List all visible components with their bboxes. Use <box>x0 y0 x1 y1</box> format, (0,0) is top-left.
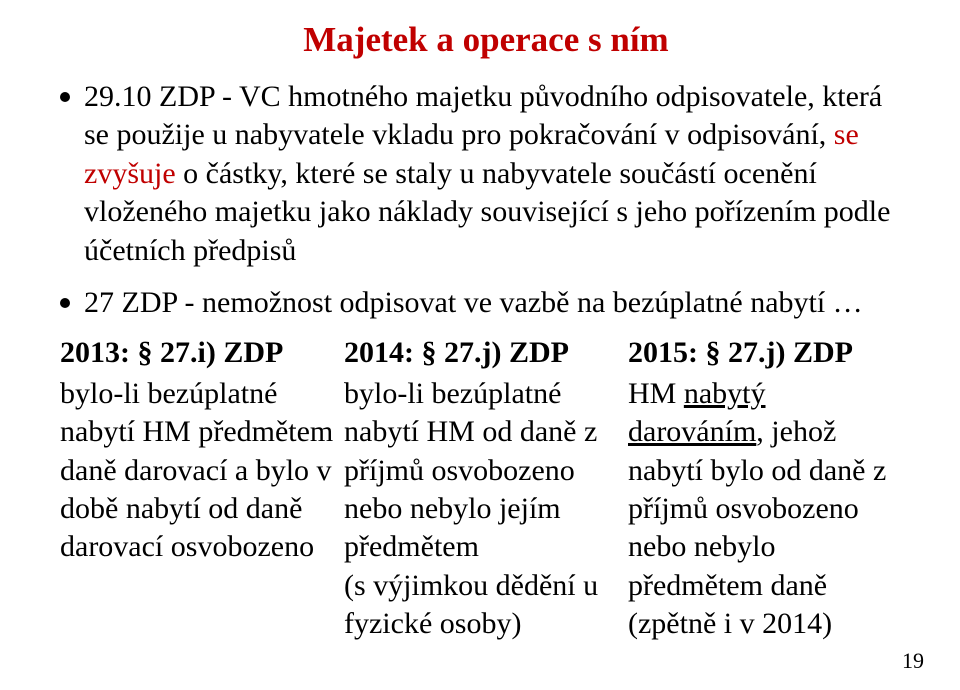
table-row: bylo-li bezúplatné nabytí HM předmětem d… <box>60 373 912 648</box>
bullet-dot-icon <box>60 298 70 308</box>
col3-mid: , jehož nabytí bylo od daně z příjmů osv… <box>628 415 886 640</box>
col3-pre: HM <box>628 377 684 410</box>
bullet-1-tail: o částky, které se staly u nabyvatele so… <box>84 157 890 267</box>
col1-body: bylo-li bezúplatné nabytí HM předmětem d… <box>60 373 344 648</box>
page-number: 19 <box>902 648 924 674</box>
col2-head: 2014: § 27.j) ZDP <box>344 332 628 372</box>
page-title: Majetek a operace s ním <box>60 20 912 60</box>
col1-head: 2013: § 27.i) ZDP <box>60 332 344 372</box>
bullet-2-text: 27 ZDP - nemožnost odpisovat ve vazbě na… <box>84 284 912 322</box>
col3-body: HM nabytý darováním, jehož nabytí bylo o… <box>628 373 912 648</box>
table-row: 2013: § 27.i) ZDP 2014: § 27.j) ZDP 2015… <box>60 332 912 372</box>
comparison-table: 2013: § 27.i) ZDP 2014: § 27.j) ZDP 2015… <box>60 332 912 647</box>
col3-head: 2015: § 27.j) ZDP <box>628 332 912 372</box>
bullet-dot-icon <box>60 92 70 102</box>
bullet-1-lead: 29.10 ZDP - VC hmotného majetku původníh… <box>84 80 882 151</box>
col2-body: bylo-li bezúplatné nabytí HM od daně z p… <box>344 373 628 648</box>
slide-page: Majetek a operace s ním 29.10 ZDP - VC h… <box>0 0 960 690</box>
bullet-block-2: 27 ZDP - nemožnost odpisovat ve vazbě na… <box>60 284 912 322</box>
bullet-1-text: 29.10 ZDP - VC hmotného majetku původníh… <box>84 78 912 270</box>
page-title-text: Majetek a operace s ním <box>303 20 668 59</box>
col3-underline-2: darováním <box>628 415 756 448</box>
col3-underline-1: nabytý <box>684 377 766 410</box>
bullet-block-1: 29.10 ZDP - VC hmotného majetku původníh… <box>60 78 912 270</box>
